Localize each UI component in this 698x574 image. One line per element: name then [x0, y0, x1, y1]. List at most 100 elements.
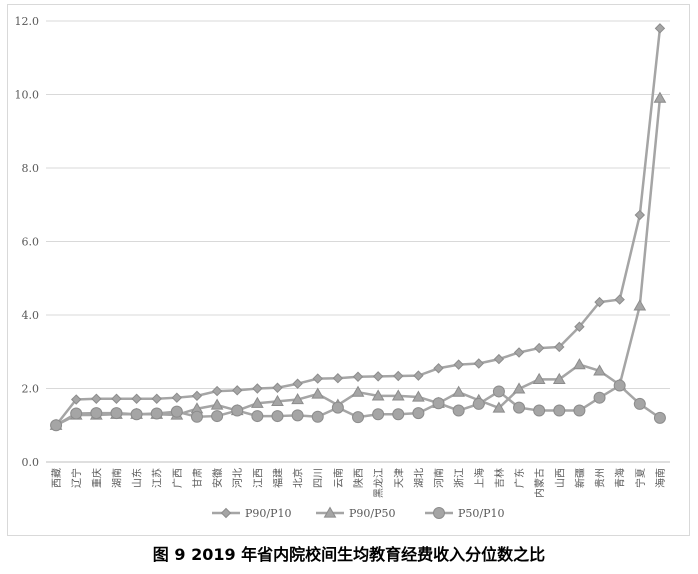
x-tick-label: 湖南 [110, 468, 123, 488]
data-point-triangle [291, 393, 304, 405]
data-point-diamond [533, 342, 545, 354]
data-point-diamond [171, 392, 183, 403]
data-point-diamond [211, 385, 223, 397]
data-point-diamond [292, 378, 303, 389]
legend-marker-circle [433, 507, 445, 519]
data-point-triangle [532, 372, 546, 384]
data-point-triangle [391, 389, 405, 401]
data-point-triangle [250, 396, 264, 408]
x-tick-label: 西藏 [51, 468, 63, 488]
data-point-triangle [452, 385, 466, 397]
legend-label: P90/P50 [349, 507, 396, 520]
data-point-diamond [332, 373, 344, 384]
data-point-triangle [412, 390, 425, 402]
data-point-diamond [513, 347, 525, 358]
data-point-triangle [552, 372, 566, 384]
data-point-circle [432, 397, 445, 410]
x-tick-label: 河南 [433, 468, 446, 488]
data-point-triangle [271, 394, 284, 406]
data-point-diamond [312, 373, 323, 384]
x-tick-label: 广东 [513, 468, 526, 488]
data-point-diamond [111, 393, 122, 404]
figure-caption: 图 9 2019 年省内院校间生均教育经费收入分位数之比 [152, 545, 546, 564]
data-point-circle [110, 407, 123, 420]
data-point-diamond [232, 385, 243, 396]
data-point-circle [372, 408, 385, 421]
data-point-circle [412, 407, 425, 420]
x-tick-label: 青海 [614, 468, 627, 488]
data-point-circle [533, 404, 546, 417]
data-point-diamond [493, 353, 505, 365]
data-point-diamond [554, 341, 565, 353]
data-point-diamond [252, 383, 263, 394]
series-line-diamond [55, 28, 662, 427]
data-point-circle [271, 410, 284, 423]
data-point-triangle [492, 401, 506, 413]
data-point-diamond [372, 371, 384, 382]
data-point-diamond [453, 359, 464, 370]
x-tick-label: 吉林 [493, 468, 506, 488]
data-point-circle [170, 405, 183, 418]
x-tick-label: 山西 [554, 468, 566, 488]
x-tick-label: 广西 [172, 468, 184, 488]
data-point-circle [492, 385, 505, 398]
data-point-diamond [91, 393, 102, 404]
data-point-triangle [633, 299, 647, 311]
data-point-circle [211, 410, 224, 423]
x-tick-label: 福建 [271, 468, 284, 488]
data-point-circle [331, 401, 344, 414]
data-point-triangle [210, 398, 224, 410]
data-point-diamond [473, 358, 484, 369]
data-point-circle [452, 404, 465, 417]
data-point-triangle [593, 364, 606, 376]
y-tick-label: 0.0 [22, 456, 40, 469]
data-point-diamond [413, 370, 424, 381]
data-point-circle [90, 407, 103, 420]
x-tick-label: 甘肃 [191, 468, 204, 488]
data-point-circle [50, 419, 63, 432]
data-point-circle [613, 379, 626, 392]
x-tick-label: 云南 [332, 468, 345, 488]
data-point-diamond [151, 393, 162, 404]
data-point-triangle [311, 387, 325, 399]
x-tick-label: 四川 [314, 468, 325, 488]
data-point-circle [231, 404, 244, 417]
x-tick-label: 湖北 [413, 468, 425, 488]
data-point-circle [513, 401, 526, 414]
x-tick-label: 江苏 [151, 468, 164, 488]
x-tick-label: 黑龙江 [372, 468, 385, 498]
data-point-diamond [352, 371, 364, 382]
data-point-triangle [351, 385, 365, 397]
data-point-circle [311, 410, 324, 423]
legend-label: P90/P10 [245, 507, 292, 520]
data-point-diamond [191, 390, 203, 402]
x-tick-label: 宁夏 [634, 468, 647, 488]
data-point-circle [130, 408, 143, 421]
data-point-circle [633, 397, 646, 410]
x-tick-label: 河北 [232, 468, 244, 488]
x-tick-label: 陕西 [352, 468, 365, 488]
data-point-triangle [371, 389, 385, 401]
data-point-diamond [131, 393, 142, 404]
data-point-diamond [574, 321, 585, 332]
x-tick-label: 浙江 [454, 468, 466, 488]
data-point-circle [573, 404, 586, 417]
data-point-triangle [512, 382, 526, 394]
data-point-diamond [634, 209, 646, 221]
x-tick-label: 北京 [292, 468, 305, 488]
data-point-triangle [573, 358, 586, 370]
x-tick-label: 辽宁 [70, 468, 83, 488]
data-point-circle [553, 404, 566, 417]
data-point-diamond [70, 394, 82, 405]
legend-marker-triangle [323, 506, 337, 518]
data-point-triangle [653, 91, 667, 103]
data-point-diamond [272, 382, 283, 393]
data-point-circle [70, 407, 83, 420]
data-point-circle [291, 409, 304, 422]
data-point-circle [472, 397, 485, 410]
x-tick-label: 贵州 [594, 468, 607, 488]
x-tick-label: 安徽 [211, 468, 224, 488]
data-point-diamond [614, 294, 625, 305]
y-tick-label: 6.0 [22, 236, 40, 249]
